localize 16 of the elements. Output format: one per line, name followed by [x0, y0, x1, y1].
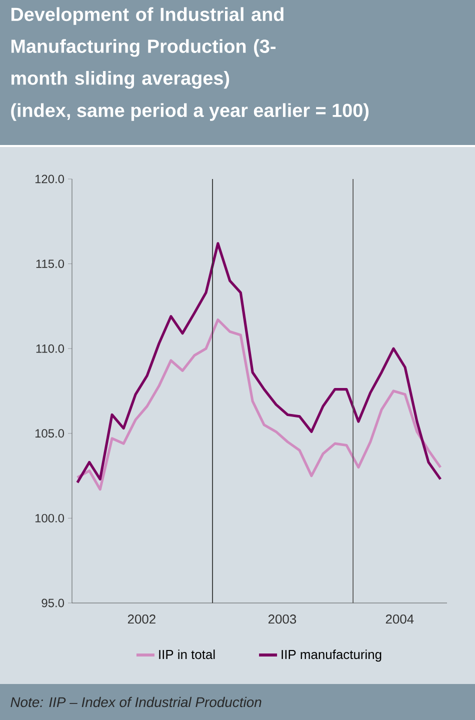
x-tick-label: 2004 — [386, 614, 414, 624]
y-tick-label: 105.0 — [35, 429, 64, 438]
x-tick-label: 2003 — [268, 614, 296, 624]
line-series — [76, 318, 442, 491]
y-tick-label: 120.0 — [35, 174, 64, 184]
y-tick-label: 95.0 — [42, 598, 64, 608]
chart-subtitle: (index, same period a year earlier = 100) — [11, 103, 369, 121]
y-tick-label: 100.0 — [35, 514, 64, 522]
line-series — [76, 242, 442, 484]
legend-label: IIP manufacturing — [282, 650, 382, 662]
y-tick-label: 115.0 — [36, 260, 64, 268]
text: Note: IIP – Index of Industrial Production — [10, 696, 262, 708]
chart-title: Development of Industrial and Manufacturing Production (3-month sliding averages) — [11, 7, 284, 89]
x-tick-label: 2002 — [128, 614, 156, 624]
legend-label: IIP in total — [159, 650, 215, 660]
y-tick-label: 110.0 — [36, 344, 64, 353]
